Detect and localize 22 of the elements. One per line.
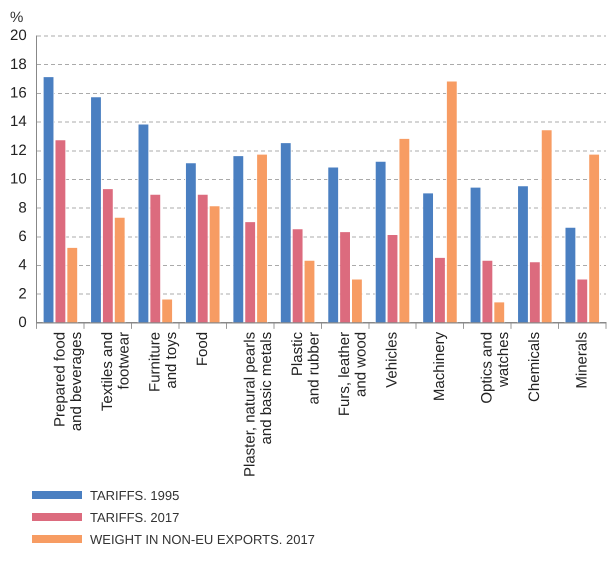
legend-label: WEIGHT IN NON-EU EXPORTS. 2017: [90, 532, 315, 546]
y-tick-label: 12: [10, 142, 27, 159]
x-tick-label: Machinery: [431, 331, 448, 402]
x-tick-label: Minerals: [573, 332, 590, 389]
y-tick-label: 2: [18, 285, 27, 302]
y-axis-title: %: [10, 9, 24, 26]
y-tick-label: 8: [18, 199, 27, 216]
y-tick-label: 20: [10, 27, 27, 44]
x-tick-label: Food: [194, 332, 211, 366]
x-tick-label: Chemicals: [526, 332, 543, 402]
legend-label: TARIFFS. 1995: [90, 488, 180, 502]
y-tick-label: 4: [18, 256, 27, 274]
y-tick-label: 0: [18, 314, 27, 332]
y-tick-label: 16: [10, 84, 27, 102]
x-tick-label: Prepared food and beverages: [52, 332, 86, 432]
y-tick-label: 10: [10, 170, 27, 188]
legend-label: TARIFFS. 2017: [90, 510, 180, 524]
x-tick-label: Optics and watches: [478, 332, 512, 404]
y-tick-label: 18: [10, 56, 27, 73]
y-tick-label: 14: [10, 113, 27, 130]
x-tick-label: Vehicles: [384, 332, 401, 388]
y-tick-label: 6: [18, 228, 27, 245]
